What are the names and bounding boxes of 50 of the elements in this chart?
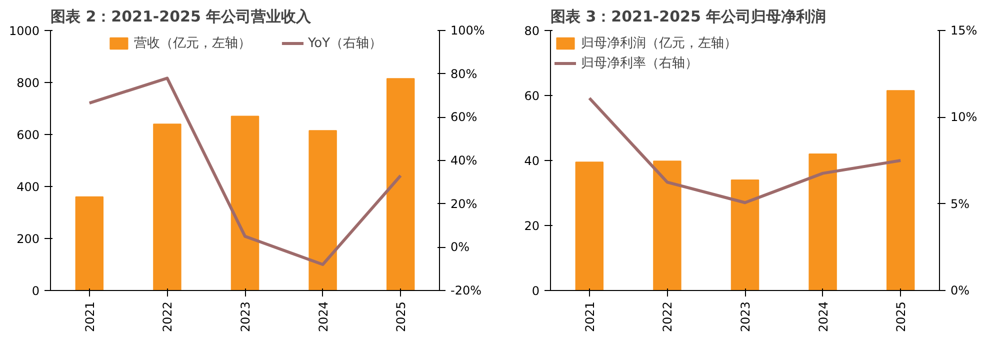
x-tick-label: 2024 — [816, 301, 830, 332]
bar — [575, 162, 604, 290]
bar — [230, 116, 260, 290]
x-tick-label: 2022 — [660, 301, 675, 332]
y-tick-label: 1000 — [8, 24, 40, 38]
legend-label: 归母净利率（右轴） — [581, 55, 698, 72]
x-tick-label: 2025 — [894, 301, 908, 332]
y-tick-label: 60 — [524, 89, 540, 103]
legend-label: 归母净利润（亿元，左轴） — [581, 35, 737, 52]
y2-tick-label: 100% — [450, 24, 485, 38]
bar — [886, 90, 915, 290]
line-series — [88, 76, 402, 266]
x-tick-label: 2023 — [738, 301, 752, 332]
y2-tick-label: 60% — [450, 110, 478, 124]
bar — [653, 160, 682, 290]
x-tick-label: 2025 — [394, 301, 408, 332]
x-tick-label: 2021 — [582, 301, 597, 332]
y-tick-label: 400 — [16, 180, 40, 194]
line-series — [588, 96, 902, 204]
chart-title: 图表 2：2021-2025 年公司营业收入 — [50, 8, 312, 26]
y-tick-label: 0 — [32, 284, 40, 298]
bar — [75, 196, 104, 290]
y2-tick-label: 10% — [950, 110, 978, 124]
y2-tick-label: 80% — [450, 66, 478, 81]
x-tick-label: 2022 — [160, 301, 175, 332]
legend-label: YoY（右轴） — [308, 35, 382, 52]
y-tick-label: 20 — [524, 219, 540, 233]
chart-title: 图表 3：2021-2025 年公司归母净利润 — [550, 8, 826, 26]
y2-tick-label: 15% — [950, 24, 978, 38]
y-tick-label: 800 — [16, 76, 40, 90]
bar — [808, 154, 837, 290]
x-tick-label: 2024 — [316, 301, 330, 332]
x-tick-label: 2023 — [238, 301, 252, 332]
y-tick-label: 0 — [532, 284, 540, 298]
bar — [153, 124, 182, 290]
y2-tick-label: 0% — [950, 284, 970, 298]
y2-tick-label: 20% — [450, 196, 478, 211]
y2-tick-label: -20% — [450, 284, 482, 298]
bar — [386, 78, 415, 290]
y-tick-label: 200 — [16, 232, 40, 246]
y2-tick-label: 0% — [450, 240, 470, 254]
y-tick-label: 600 — [16, 128, 40, 142]
x-tick-label: 2021 — [82, 301, 97, 332]
legend-label: 营收（亿元，左轴） — [134, 35, 251, 52]
y2-tick-label: 40% — [450, 154, 478, 168]
bar — [308, 130, 337, 290]
y-tick-label: 40 — [524, 154, 540, 168]
bar — [730, 180, 760, 290]
y2-tick-label: 5% — [950, 196, 970, 211]
y-tick-label: 80 — [524, 24, 540, 38]
